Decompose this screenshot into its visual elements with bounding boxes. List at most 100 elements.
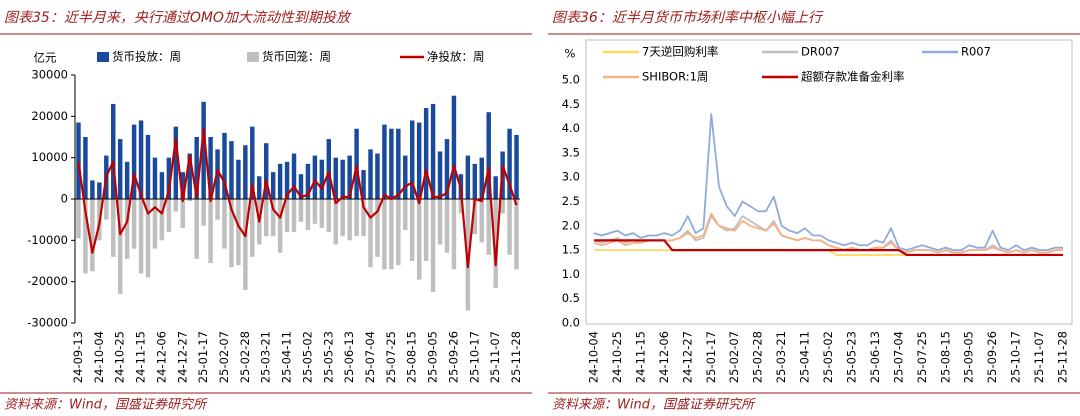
x-tick-label: 24-12-06 <box>657 331 671 383</box>
bar <box>403 199 408 230</box>
plot-frame <box>585 39 1073 325</box>
x-tick-label: 25-06-13 <box>868 331 882 383</box>
bar <box>222 132 227 199</box>
bar <box>138 120 144 199</box>
chart-title: 图表35：近半月来，央行通过OMO加大流动性到期投放 <box>4 10 352 26</box>
x-tick-label: 25-07-04 <box>363 331 377 383</box>
bar <box>396 128 401 199</box>
y-tick-label: 20000 <box>31 109 68 123</box>
x-tick-label: 25-02-07 <box>727 331 741 383</box>
bar <box>104 199 109 220</box>
x-tick-label: 24-11-15 <box>134 331 148 383</box>
bar <box>347 155 352 199</box>
bar <box>382 124 387 199</box>
y-tick-label: 5.0 <box>562 73 580 87</box>
x-tick-label: 25-07-04 <box>891 331 905 383</box>
bar <box>368 199 373 268</box>
y-tick-label: 4.5 <box>562 97 580 111</box>
bar <box>173 199 179 212</box>
bar <box>229 141 234 199</box>
bar <box>479 157 484 199</box>
legend-label: SHIBOR:1周 <box>642 70 708 84</box>
x-tick-label: 24-12-06 <box>154 331 168 383</box>
bar <box>319 159 325 199</box>
bar <box>333 199 338 245</box>
x-tick-label: 25-09-26 <box>446 331 460 383</box>
bar <box>493 199 498 288</box>
bar <box>416 122 422 199</box>
bar <box>250 126 255 199</box>
bar <box>159 199 165 241</box>
bar <box>354 199 359 237</box>
bar <box>437 199 443 245</box>
bar <box>507 199 512 255</box>
bar <box>166 157 172 199</box>
x-tick-label: 25-07-25 <box>384 331 398 383</box>
bar <box>465 155 471 199</box>
bar <box>361 170 366 199</box>
bar <box>76 122 81 199</box>
legend-label: 净投放：周 <box>427 50 485 64</box>
bar <box>437 151 443 199</box>
bar <box>410 199 415 261</box>
bar <box>416 199 422 280</box>
bar <box>444 139 450 199</box>
bar <box>187 153 192 199</box>
bar <box>354 128 359 199</box>
legend-label: DR007 <box>801 45 840 59</box>
bar <box>257 176 262 199</box>
chart-title: 图表36：近半月货币市场利率中枢小幅上行 <box>552 10 824 26</box>
bar <box>201 199 206 226</box>
y-axis-label: 亿元 <box>34 51 57 65</box>
bar <box>159 172 165 199</box>
y-tick-label: 1.5 <box>562 243 580 257</box>
y-tick-label: -10000 <box>27 233 68 247</box>
bar <box>117 199 123 295</box>
x-tick-label: 24-12-27 <box>175 331 189 383</box>
bar <box>173 126 179 199</box>
bar <box>284 199 290 233</box>
bar <box>243 199 248 290</box>
bar <box>361 199 366 237</box>
bar <box>277 163 283 199</box>
bar <box>250 199 255 257</box>
x-tick-label: 25-05-23 <box>844 331 858 383</box>
x-tick-label: 25-01-17 <box>704 331 718 383</box>
y-tick-label: 2.0 <box>562 218 580 232</box>
bar <box>403 155 408 199</box>
bar <box>382 199 387 270</box>
y-tick-label: 0.5 <box>562 291 580 305</box>
x-tick-label: 25-08-15 <box>405 331 419 383</box>
y-tick-label: -30000 <box>27 316 68 330</box>
bar <box>83 137 88 199</box>
x-tick-label: 25-08-15 <box>938 331 952 383</box>
bar <box>389 128 394 199</box>
bar <box>340 199 345 237</box>
bar <box>124 161 130 199</box>
x-tick-label: 24-10-04 <box>92 331 106 383</box>
bar <box>145 199 151 278</box>
x-tick-label: 25-04-11 <box>280 331 294 383</box>
bar <box>410 120 415 199</box>
bar <box>236 199 241 266</box>
x-tick-label: 24-10-04 <box>587 331 601 383</box>
bar <box>76 199 81 239</box>
bar <box>500 199 505 214</box>
bar <box>472 163 478 199</box>
bar <box>312 199 318 224</box>
bar <box>423 108 429 199</box>
x-tick-label: 25-10-17 <box>467 331 481 383</box>
bar <box>111 103 116 199</box>
y-tick-label: 3.5 <box>562 145 580 159</box>
x-tick-label: 24-09-13 <box>71 331 85 383</box>
x-tick-label: 25-09-05 <box>426 331 440 383</box>
bar <box>514 199 519 270</box>
bar <box>208 199 213 264</box>
bar <box>90 199 95 272</box>
x-tick-label: 25-09-26 <box>985 331 999 383</box>
x-tick-label: 25-02-28 <box>238 331 252 383</box>
bar <box>215 199 220 220</box>
x-tick-label: 25-02-28 <box>751 331 765 383</box>
bar <box>111 199 116 257</box>
bar <box>479 199 484 243</box>
